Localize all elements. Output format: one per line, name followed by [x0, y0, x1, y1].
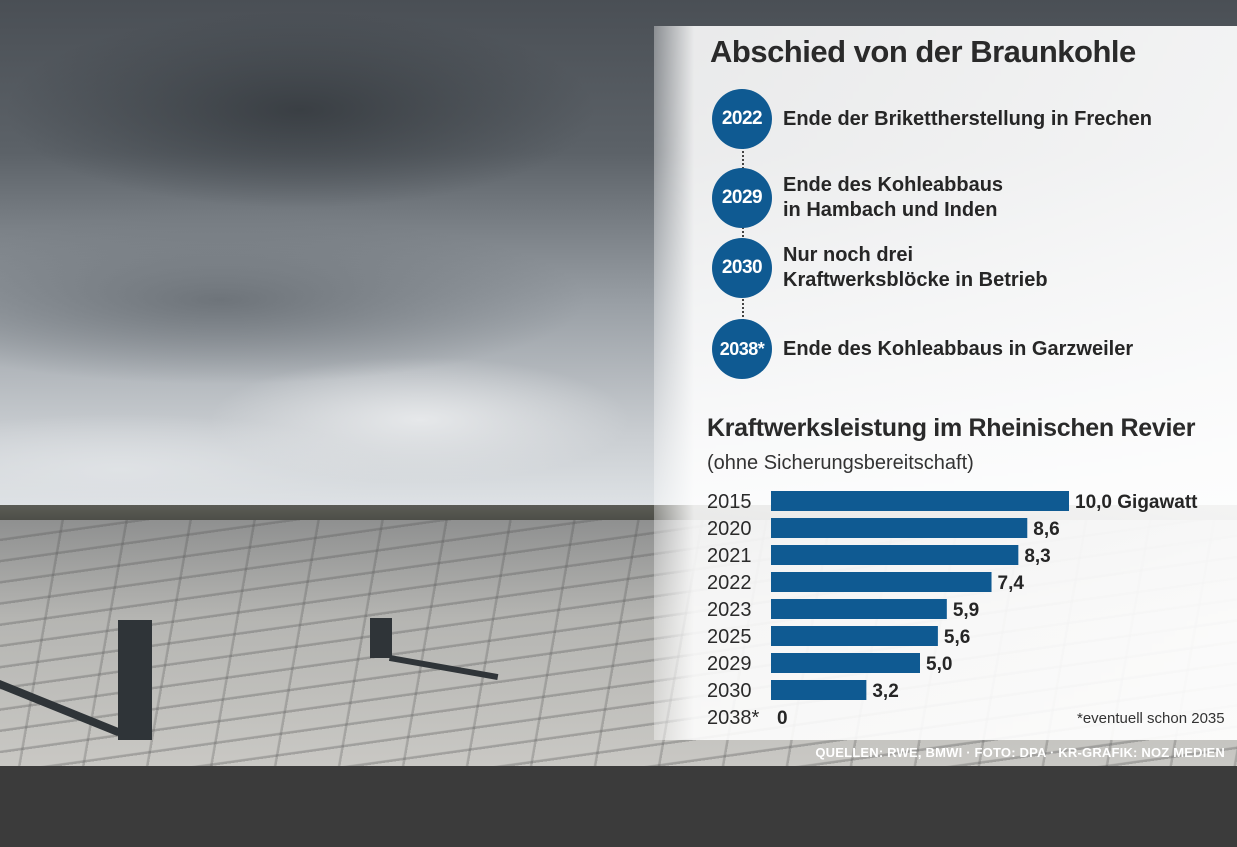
bar [771, 653, 920, 673]
value-label: 8,3 [1024, 546, 1050, 567]
category-label: 2025 [707, 626, 752, 648]
bucket-wheel-excavator [118, 620, 152, 740]
value-label: 5,0 [926, 654, 952, 675]
infographic: Abschied von der Braunkohle 2022 Ende de… [0, 0, 1237, 766]
chart-title: Kraftwerksleistung im Rheinischen Revier [707, 414, 1196, 442]
year-badge: 2030 [712, 238, 772, 298]
timeline-text: Ende der Brikettherstellung in Frechen [783, 107, 1152, 130]
bar [771, 572, 992, 592]
category-label: 2023 [707, 599, 752, 621]
chart-subtitle: (ohne Sicherungsbereitschaft) [707, 452, 974, 474]
value-label: 0 [777, 708, 788, 729]
value-label: 7,4 [998, 573, 1025, 594]
value-label: 5,6 [944, 627, 970, 648]
bar-chart: 2015 10,0 Gigawatt 2020 8,6 2021 8,3 2022 7,4 20… [707, 491, 1198, 729]
timeline-item: 2022 Ende der Brikettherstellung in Frec… [712, 89, 1232, 151]
timeline-text: Ende des Kohleabbaus in Hambach und Inde… [783, 174, 1004, 221]
bar [771, 518, 1028, 538]
year-badge: 2022 [712, 89, 772, 149]
main-title: Abschied von der Braunkohle [710, 34, 1136, 69]
timeline-text: Ende des Kohleabbaus in Garzweiler [783, 337, 1134, 360]
category-label: 2038* [707, 707, 759, 729]
value-label: 10,0 Gigawatt [1075, 492, 1198, 513]
bar [771, 626, 938, 646]
value-label: 3,2 [872, 681, 898, 702]
value-label: 5,9 [953, 600, 979, 621]
category-label: 2029 [707, 653, 752, 675]
category-label: 2030 [707, 680, 752, 702]
bar [771, 680, 867, 700]
bar [771, 599, 947, 619]
bar [771, 491, 1069, 511]
category-label: 2021 [707, 545, 752, 567]
year-badge: 2038* [712, 319, 772, 379]
timeline-item: 2029 Ende des Kohleabbaus in Hambach und… [712, 168, 1232, 230]
timeline-text: Nur noch drei Kraftwerksblöcke in Betrie… [783, 244, 1048, 291]
timeline-item: 2030 Nur noch drei Kraftwerksblöcke in B… [712, 238, 1232, 300]
year-badge: 2029 [712, 168, 772, 228]
bottom-bar [0, 766, 1237, 847]
source-credits: QUELLEN: RWE, BMWI · FOTO: DPA · KR-GRAF… [815, 745, 1225, 760]
value-label: 8,6 [1033, 519, 1059, 540]
timeline-item: 2038* Ende des Kohleabbaus in Garzweiler [712, 319, 1232, 381]
footnote: *eventuell schon 2035 [1077, 710, 1225, 727]
bucket-wheel-excavator-2 [370, 618, 392, 658]
category-label: 2020 [707, 518, 752, 540]
bar [771, 545, 1019, 565]
category-label: 2015 [707, 491, 752, 513]
category-label: 2022 [707, 572, 752, 594]
